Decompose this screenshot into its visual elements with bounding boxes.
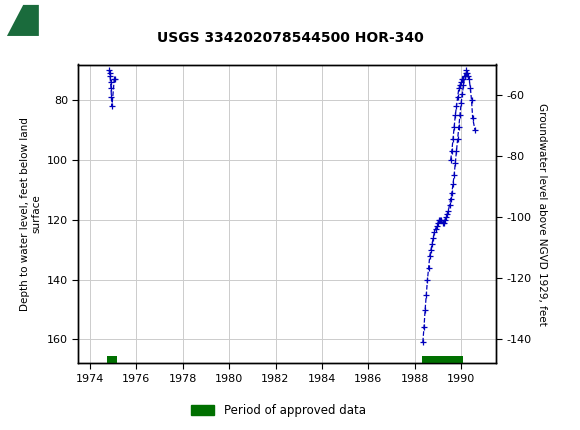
Y-axis label: Groundwater level above NGVD 1929, feet: Groundwater level above NGVD 1929, feet xyxy=(537,102,547,326)
Text: USGS: USGS xyxy=(44,12,99,29)
Polygon shape xyxy=(7,5,39,36)
Text: USGS 334202078544500 HOR-340: USGS 334202078544500 HOR-340 xyxy=(157,31,423,45)
Y-axis label: Depth to water level, feet below land
surface: Depth to water level, feet below land su… xyxy=(20,117,41,311)
Bar xyxy=(7,5,39,36)
Legend: Period of approved data: Period of approved data xyxy=(186,399,371,422)
